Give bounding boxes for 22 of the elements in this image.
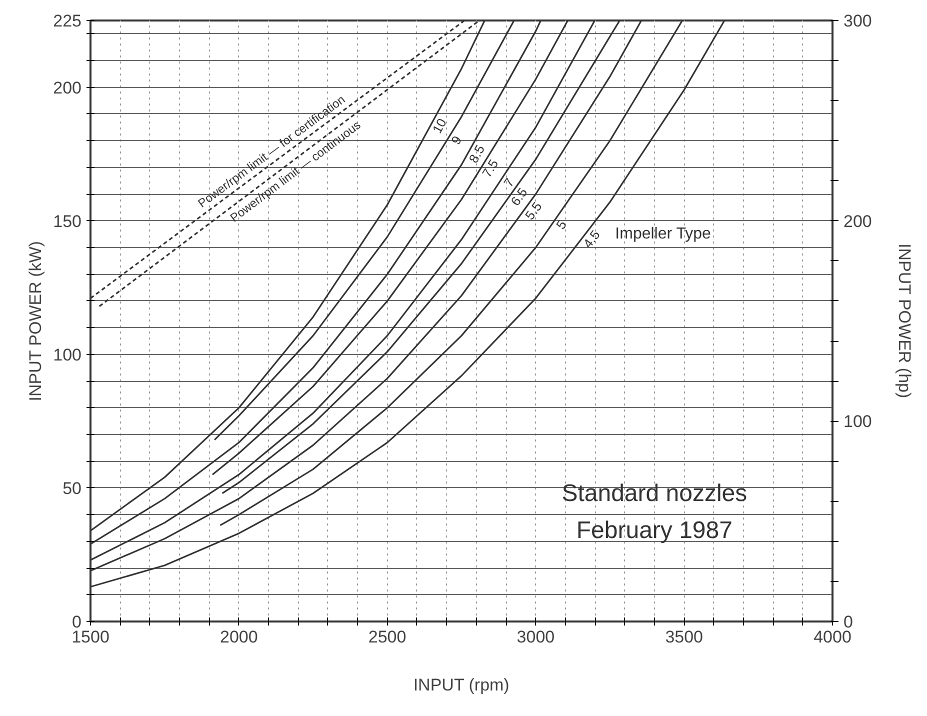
y2-tick-label: 300 [844, 12, 872, 30]
y-axis-title: INPUT POWER (kW) [26, 241, 46, 402]
legend-title: Impeller Type [615, 226, 712, 243]
y-tick-label: 100 [53, 345, 82, 364]
y2-axis-title: INPUT POWER (hp) [894, 244, 914, 398]
x-tick-label: 2500 [368, 628, 406, 646]
text: 5 [553, 217, 570, 232]
y-tick-label: 50 [62, 478, 82, 498]
y-tick-label: 225 [53, 12, 82, 30]
y-tick-label: 150 [53, 212, 82, 231]
x-axis-title: INPUT (rpm) [413, 676, 510, 694]
y-tick-label: 200 [53, 78, 82, 98]
x-tick-label: 3000 [516, 628, 555, 646]
annotation: Standard nozzles [562, 480, 748, 507]
y2-tick-label: 200 [844, 212, 872, 231]
annotation: February 1987 [576, 517, 732, 544]
x-tick-label: 3500 [665, 628, 704, 646]
x-tick-label: 2000 [220, 628, 258, 646]
text: 4.5 [580, 227, 603, 251]
y2-tick-label: 100 [844, 412, 872, 432]
text: 10 [429, 116, 450, 136]
text: 9 [448, 133, 465, 148]
